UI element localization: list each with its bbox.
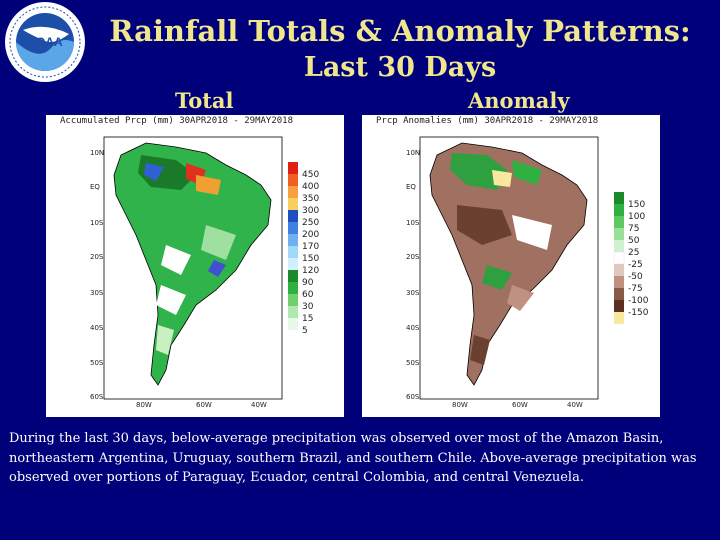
- anomaly-legend: 150 100 75 50 25 -25 -50 -75 -100 -150: [613, 192, 649, 324]
- noaa-logo: NOAA: [3, 0, 87, 84]
- total-legend-label: 450: [302, 170, 319, 180]
- anomaly-lat-tick: 40S: [406, 324, 420, 332]
- anomaly-lat-ticks: 10N EQ 10S 20S 30S 40S 50S 60S: [406, 149, 420, 401]
- anomaly-legend-label: -150: [628, 308, 649, 318]
- anomaly-lat-tick: 60S: [406, 393, 420, 401]
- total-label: Total: [175, 88, 234, 113]
- anomaly-map-header: Prcp Anomalies (mm) 30APR2018 - 29MAY201…: [376, 116, 599, 126]
- total-map: 10N EQ 10S 20S 30S 40S 50S 60S 80W 60W 4…: [90, 136, 319, 409]
- anomaly-lat-tick: 10S: [406, 219, 420, 227]
- total-legend-label: 300: [302, 206, 319, 216]
- anomaly-legend-label: -50: [628, 272, 643, 282]
- anomaly-lon-ticks: 80W 60W 40W: [452, 401, 583, 409]
- total-legend-label: 60: [302, 290, 314, 300]
- anomaly-lat-tick: 10N: [406, 149, 420, 157]
- anomaly-legend-label: -25: [628, 260, 643, 270]
- anomaly-legend-label: 150: [628, 200, 645, 210]
- total-legend-label: 350: [302, 194, 319, 204]
- total-lat-tick: 40S: [90, 324, 104, 332]
- anomaly-lat-tick: 30S: [406, 289, 420, 297]
- total-lon-tick: 40W: [251, 401, 267, 409]
- total-legend-label: 170: [302, 242, 319, 252]
- total-legend: 450 400 350 300 250 200 170 150 120 90 6…: [288, 162, 319, 336]
- total-lat-tick: 10N: [90, 149, 104, 157]
- total-lat-tick: 20S: [90, 253, 104, 261]
- anomaly-legend-label: 75: [628, 224, 639, 234]
- total-lat-tick: EQ: [90, 183, 100, 191]
- total-legend-label: 250: [302, 218, 319, 228]
- total-legend-label: 120: [302, 266, 319, 276]
- total-lat-tick: 50S: [90, 359, 104, 367]
- total-legend-label: 150: [302, 254, 319, 264]
- total-lon-ticks: 80W 60W 40W: [136, 401, 267, 409]
- anomaly-lon-tick: 60W: [512, 401, 528, 409]
- total-map-panel: Accumulated Prcp (mm) 30APR2018 - 29MAY2…: [46, 115, 344, 417]
- total-lat-tick: 30S: [90, 289, 104, 297]
- total-legend-label: 5: [302, 326, 308, 336]
- caption-text: During the last 30 days, below-average p…: [9, 431, 697, 485]
- anomaly-label: Anomaly: [468, 88, 570, 113]
- total-legend-label: 15: [302, 314, 313, 324]
- total-lon-tick: 60W: [196, 401, 212, 409]
- page-title: Rainfall Totals & Anomaly Patterns:: [109, 14, 691, 48]
- anomaly-map-panel: Prcp Anomalies (mm) 30APR2018 - 29MAY201…: [362, 115, 660, 417]
- total-legend-label: 400: [302, 182, 319, 192]
- total-legend-label: 30: [302, 302, 314, 312]
- total-lat-tick: 60S: [90, 393, 104, 401]
- anomaly-legend-label: -100: [628, 296, 649, 306]
- total-legend-label: 90: [302, 278, 314, 288]
- total-map-header: Accumulated Prcp (mm) 30APR2018 - 29MAY2…: [60, 116, 293, 126]
- total-lon-tick: 80W: [136, 401, 152, 409]
- anomaly-lat-tick: 20S: [406, 253, 420, 261]
- anomaly-lon-tick: 40W: [567, 401, 583, 409]
- anomaly-lat-tick: 50S: [406, 359, 420, 367]
- anomaly-legend-label: 25: [628, 248, 639, 258]
- total-legend-label: 200: [302, 230, 319, 240]
- noaa-logo-text: NOAA: [27, 35, 63, 49]
- anomaly-legend-label: 50: [628, 236, 640, 246]
- anomaly-map: 10N EQ 10S 20S 30S 40S 50S 60S 80W 60W 4…: [406, 136, 649, 409]
- total-lat-tick: 10S: [90, 219, 104, 227]
- page-subtitle: Last 30 Days: [303, 52, 497, 83]
- anomaly-legend-label: -75: [628, 284, 643, 294]
- anomaly-legend-label: 100: [628, 212, 645, 222]
- total-lat-ticks: 10N EQ 10S 20S 30S 40S 50S 60S: [90, 149, 104, 401]
- anomaly-lat-tick: EQ: [406, 183, 416, 191]
- anomaly-lon-tick: 80W: [452, 401, 468, 409]
